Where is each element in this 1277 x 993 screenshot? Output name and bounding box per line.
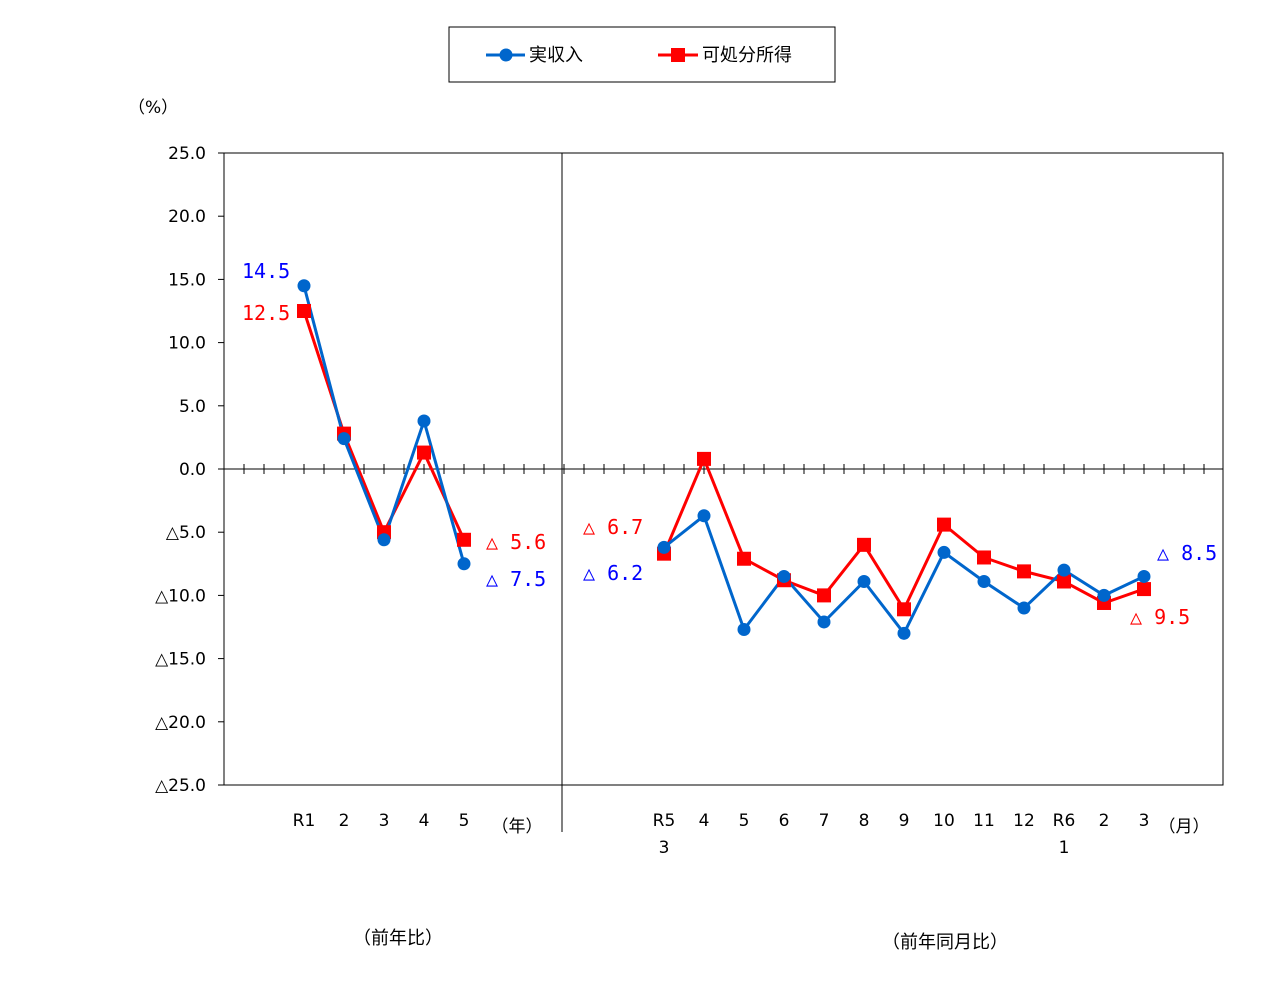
monthly-point-jisshunyu xyxy=(697,509,711,523)
x-unit-month: （月） xyxy=(1159,817,1210,837)
y-tick-label: 25.0 xyxy=(168,144,206,164)
x-tick-monthly-label: 3 xyxy=(659,838,670,858)
monthly-point-jisshunyu xyxy=(817,615,831,629)
x-tick-monthly-label: 11 xyxy=(973,811,995,831)
annual-point-jisshunyu xyxy=(297,279,311,293)
data-annotation: △ 7.5 xyxy=(486,567,546,591)
annual-point-jisshunyu xyxy=(337,432,351,446)
legend-marker-jisshunyu xyxy=(499,48,513,62)
monthly-point-jisshunyu xyxy=(1137,569,1151,583)
data-annotation: △ 9.5 xyxy=(1130,605,1190,629)
annual-point-jisshunyu xyxy=(457,557,471,571)
data-annotation: 12.5 xyxy=(242,301,290,325)
data-annotation: 14.5 xyxy=(242,259,290,283)
caption-annual: （前年比） xyxy=(353,928,443,949)
y-tick-label: 0.0 xyxy=(179,460,206,480)
annual-series-line-1 xyxy=(302,310,466,541)
monthly-point-jisshunyu xyxy=(1057,563,1071,577)
plot-area: 25.0 20.0 15.0 10.0 5.0 0.0 △5.0 △10.0 △15.0 △20.… xyxy=(155,144,1224,858)
monthly-point-kashobun xyxy=(697,451,711,466)
monthly-point-jisshunyu xyxy=(897,626,911,640)
monthly-point-kashobun xyxy=(1137,582,1151,597)
x-tick-annual-label: 4 xyxy=(419,811,430,831)
x-tick-monthly-label: 10 xyxy=(933,811,955,831)
y-tick-label: △25.0 xyxy=(155,776,206,796)
x-tick-annual-label: 3 xyxy=(379,811,390,831)
annual-point-kashobun xyxy=(417,445,431,460)
monthly-point-jisshunyu xyxy=(937,545,951,559)
y-tick-label: 15.0 xyxy=(168,270,206,290)
x-tick-monthly-label: 3 xyxy=(1139,811,1150,831)
monthly-point-kashobun xyxy=(1057,574,1071,589)
data-annotation: △ 8.5 xyxy=(1157,541,1217,565)
monthly-point-jisshunyu xyxy=(977,574,991,588)
monthly-point-jisshunyu xyxy=(737,623,751,637)
monthly-point-kashobun xyxy=(977,550,991,565)
legend-label-jisshunyu: 実収入 xyxy=(529,45,583,66)
x-tick-monthly-label: R6 xyxy=(1053,811,1076,831)
monthly-point-jisshunyu xyxy=(777,569,791,583)
y-tick-label: △20.0 xyxy=(155,713,206,733)
legend-label-kashobun: 可処分所得 xyxy=(702,45,792,66)
monthly-point-jisshunyu xyxy=(857,574,871,588)
monthly-point-kashobun xyxy=(1017,564,1031,579)
caption-monthly: （前年同月比） xyxy=(882,932,1008,953)
x-tick-monthly-label: 4 xyxy=(699,811,710,831)
y-tick-label: △15.0 xyxy=(155,650,206,670)
y-tick-label: △5.0 xyxy=(166,523,206,543)
x-tick-monthly-label: 5 xyxy=(739,811,750,831)
data-annotation: △ 5.6 xyxy=(486,530,546,554)
data-annotation: △ 6.7 xyxy=(583,515,643,539)
x-tick-monthly-label: R5 xyxy=(653,811,676,831)
x-unit-year: （年） xyxy=(492,817,543,837)
y-axis-label: （%） xyxy=(128,98,178,118)
monthly-point-jisshunyu xyxy=(657,540,671,554)
x-tick-monthly-label: 1 xyxy=(1059,838,1070,858)
annual-point-kashobun xyxy=(457,532,471,547)
y-tick-label: 10.0 xyxy=(168,334,206,354)
monthly-point-kashobun xyxy=(737,551,751,566)
monthly-point-kashobun xyxy=(817,588,831,603)
x-tick-monthly-label: 12 xyxy=(1013,811,1035,831)
x-tick-annual-label: R1 xyxy=(293,811,316,831)
x-tick-monthly-label: 6 xyxy=(779,811,790,831)
legend-marker-kashobun xyxy=(671,48,685,62)
monthly-point-kashobun xyxy=(897,602,911,617)
annual-series-line-0 xyxy=(302,285,466,565)
legend: 実収入 可処分所得 xyxy=(448,26,836,83)
monthly-point-jisshunyu xyxy=(1097,588,1111,602)
monthly-series-line-1 xyxy=(662,454,1145,613)
x-tick-annual-label: 5 xyxy=(459,811,470,831)
x-tick-monthly-label: 2 xyxy=(1099,811,1110,831)
x-tick-monthly-label: 9 xyxy=(899,811,910,831)
monthly-point-kashobun xyxy=(857,537,871,552)
annual-point-jisshunyu xyxy=(417,414,431,428)
monthly-point-jisshunyu xyxy=(1017,601,1031,615)
x-tick-monthly-label: 8 xyxy=(859,811,870,831)
y-tick-label: 20.0 xyxy=(168,207,206,227)
y-tick-label: △10.0 xyxy=(155,586,206,606)
y-tick-label: 5.0 xyxy=(179,397,206,417)
annual-point-kashobun xyxy=(297,304,311,318)
x-tick-monthly-label: 7 xyxy=(819,811,830,831)
annual-point-jisshunyu xyxy=(377,533,391,547)
x-tick-annual-label: 2 xyxy=(339,811,350,831)
monthly-point-kashobun xyxy=(937,517,951,532)
data-annotation: △ 6.2 xyxy=(583,561,643,585)
